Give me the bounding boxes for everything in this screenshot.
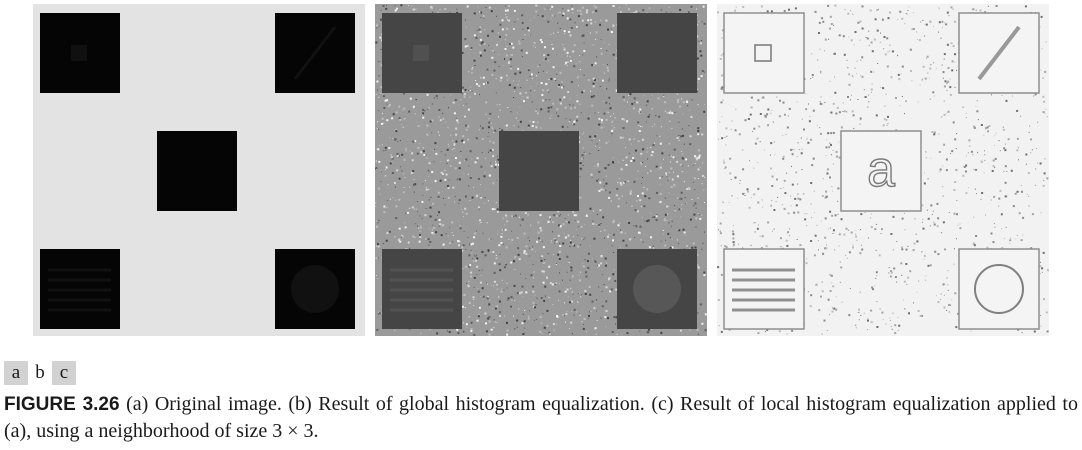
hidden-circle (291, 265, 339, 313)
square-top-right (617, 13, 697, 93)
panel-a-original-image (33, 4, 365, 336)
letter-a: a (867, 141, 895, 197)
small-square (413, 45, 429, 61)
square-center (499, 131, 579, 211)
square-bottom-right (959, 249, 1039, 329)
caption-text: (a) Original image. (b) Result of global… (4, 393, 1078, 442)
figure-caption: FIGURE 3.26 (a) Original image. (b) Resu… (4, 391, 1078, 444)
panel-c-local-equalization: a (717, 4, 1049, 336)
panel-label-b: b (28, 361, 52, 385)
hidden-small-square (71, 45, 87, 61)
panel-label-c: c (52, 361, 76, 385)
panel-b-global-equalization (375, 4, 707, 336)
square-top-left (724, 13, 804, 93)
panel-labels: a b c (4, 361, 76, 385)
panel-label-a: a (4, 361, 28, 385)
square-center (157, 131, 237, 211)
figure-number: FIGURE 3.26 (4, 394, 120, 415)
circle (633, 265, 681, 313)
